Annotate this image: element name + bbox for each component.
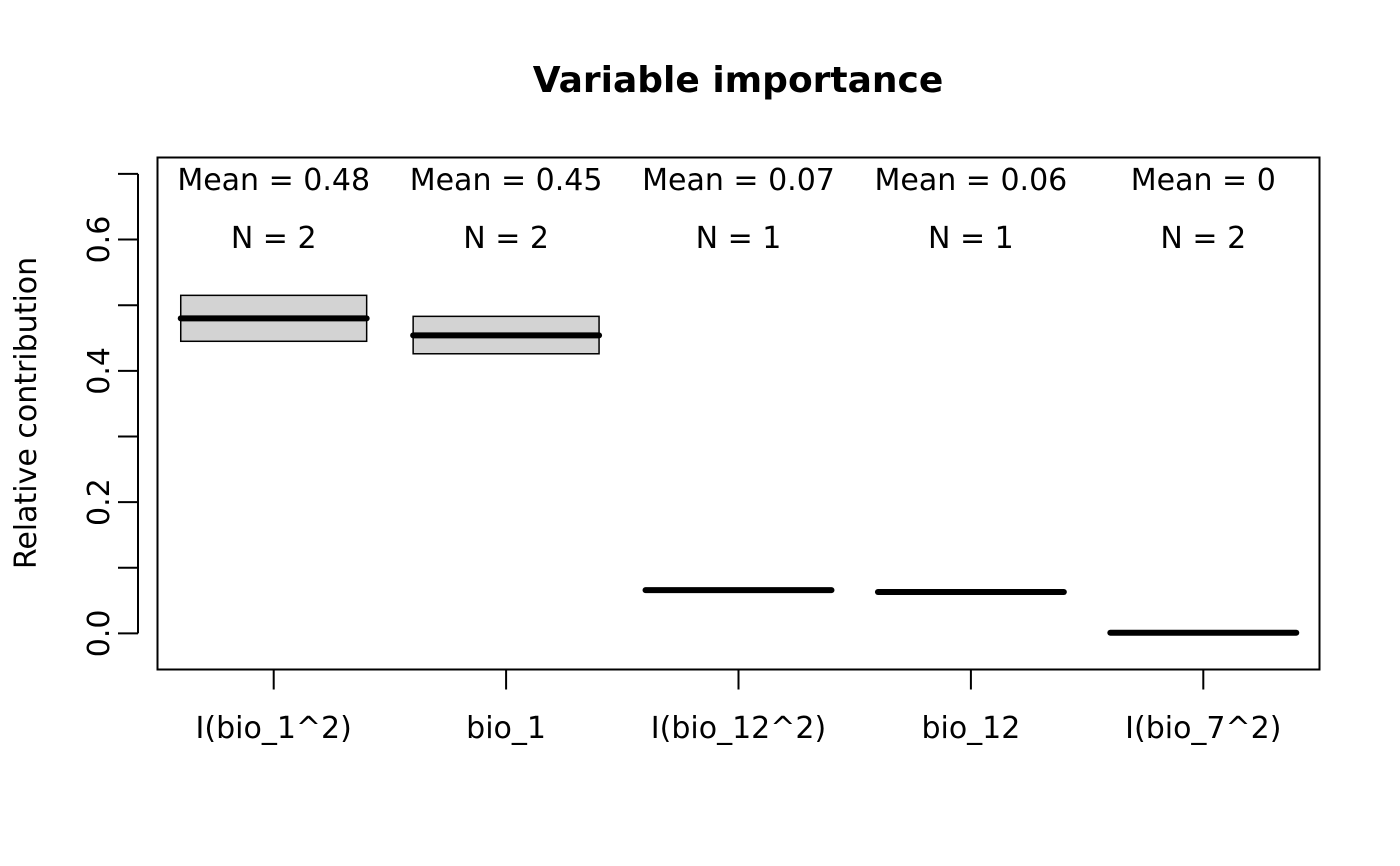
- n-annotation: N = 2: [463, 221, 549, 256]
- n-annotation: N = 2: [231, 221, 317, 256]
- boxes: [177, 294, 1300, 636]
- mean-annotation: Mean = 0.48: [177, 163, 370, 198]
- chart-title: Variable importance: [533, 60, 944, 101]
- x-tick-label: I(bio_7^2): [1125, 711, 1281, 746]
- x-tick-label: bio_12: [921, 711, 1020, 746]
- mean-annotation: Mean = 0: [1131, 163, 1276, 198]
- n-annotation: N = 1: [928, 221, 1014, 256]
- y-axis: 0.0 0.2 0.4 0.6: [82, 172, 139, 658]
- mean-annotation: Mean = 0.06: [875, 163, 1068, 198]
- n-annotation: N = 1: [696, 221, 782, 256]
- x-tick-label: I(bio_1^2): [196, 711, 352, 746]
- mean-annotation: Mean = 0.45: [410, 163, 603, 198]
- x-axis: I(bio_1^2) bio_1 I(bio_12^2) bio_12 I(bio_7^…: [196, 669, 1281, 746]
- n-annotation: N = 2: [1160, 221, 1246, 256]
- y-tick-label: 0.0: [82, 610, 117, 658]
- mean-annotation: Mean = 0.07: [642, 163, 835, 198]
- y-axis-label: Relative contribution: [9, 257, 44, 569]
- y-tick-label: 0.6: [82, 216, 117, 264]
- y-tick-label: 0.4: [82, 347, 117, 395]
- annotations: Mean = 0.48 N = 2 Mean = 0.45 N = 2 Mean = 0…: [177, 163, 1275, 256]
- x-tick-label: bio_1: [466, 711, 546, 746]
- x-tick-label: I(bio_12^2): [651, 711, 826, 746]
- y-tick-label: 0.2: [82, 478, 117, 526]
